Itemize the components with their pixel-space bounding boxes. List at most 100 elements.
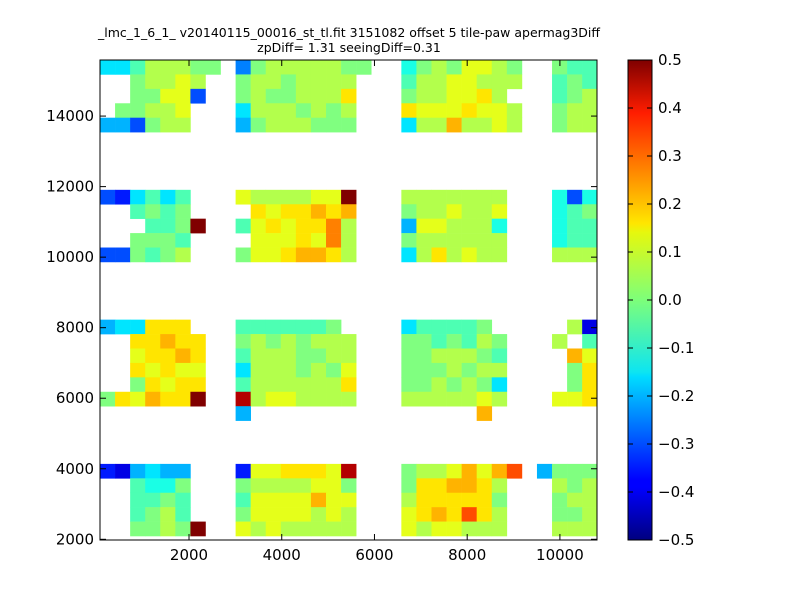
heatmap-cell [145,103,161,118]
heatmap-cell [326,334,342,349]
heatmap-cell [582,507,597,522]
heatmap-cell [552,60,568,75]
heatmap-cell [431,103,447,118]
heatmap-cell [280,74,297,90]
heatmap-cell [552,189,568,205]
heatmap-cell [265,492,282,508]
y-tick-label: 10000 [46,248,94,266]
heatmap-cell [461,334,477,349]
heatmap-cell [597,522,612,537]
heatmap-cell [295,521,312,537]
heatmap-cell [190,218,206,234]
heatmap-cell [506,60,523,75]
heatmap-cell [401,233,417,248]
heatmap-cell [416,478,432,494]
heatmap-cell [175,362,191,378]
heatmap-cell [100,463,116,479]
heatmap-cell [461,377,477,393]
heatmap-cell [295,507,312,522]
heatmap-cell [416,521,432,537]
heatmap-cell [401,334,417,349]
heatmap-cell [265,74,282,90]
heatmap-cell [431,117,447,133]
heatmap-cell [401,521,417,537]
heatmap-cell [582,478,597,494]
heatmap-cell [401,492,417,508]
heatmap-cell [506,117,523,133]
heatmap-cell [401,117,417,133]
heatmap-cell [401,319,417,335]
heatmap-cell [175,492,191,508]
heatmap-cell [295,189,312,205]
heatmap-cell [265,88,282,104]
heatmap-cell [326,362,342,378]
heatmap-cell [416,391,432,407]
heatmap-cell [446,218,462,234]
heatmap-cell [582,103,597,118]
heatmap-cell [130,492,146,508]
heatmap-cell [431,334,447,349]
heatmap-cell [552,204,568,219]
heatmap-cell [341,391,357,407]
heatmap-cell [250,492,267,508]
heatmap-cell [295,74,312,90]
heatmap-cell [416,103,432,118]
heatmap-cell [250,117,267,133]
heatmap-cell [476,362,493,378]
heatmap-cell [130,233,146,248]
heatmap-cell [491,463,508,479]
heatmap-cell [100,189,116,205]
heatmap-cell [597,233,612,248]
heatmap-cell [310,74,327,90]
heatmap-cell [326,117,342,133]
heatmap-cell [235,463,251,479]
heatmap-cell [401,507,417,522]
heatmap-cell [160,204,176,219]
heatmap-cell [461,247,477,263]
heatmap-cell [612,392,627,407]
heatmap-cell [401,204,417,219]
heatmap-cell [280,204,297,219]
heatmap-cell [461,319,477,335]
heatmap-cell [552,507,568,522]
heatmap-cell [280,334,297,349]
heatmap-cells [100,60,627,537]
heatmap-cell [280,247,297,263]
heatmap-cell [582,247,597,263]
heatmap-cell [326,247,342,263]
heatmap-cell [310,507,327,522]
heatmap-cell [582,521,597,537]
heatmap-cell [250,74,267,90]
heatmap-cell [160,507,176,522]
heatmap-cell [431,74,447,90]
heatmap-cell [597,464,612,479]
heatmap-cell [250,218,267,234]
heatmap-cell [461,117,477,133]
heatmap-cell [401,74,417,90]
heatmap-cell [552,521,568,537]
heatmap-cell [341,463,357,479]
heatmap-cell [160,189,176,205]
heatmap-cell [401,478,417,494]
heatmap-cell [145,334,161,349]
heatmap-cell [461,103,477,118]
heatmap-cell [431,60,447,75]
plot-frame [99,59,598,541]
heatmap-cell [491,391,508,407]
heatmap-cell [175,74,191,90]
heatmap-cell [341,233,357,248]
heatmap-cell [461,204,477,219]
heatmap-cell [431,478,447,494]
heatmap-cell [567,391,583,407]
heatmap-cell [280,348,297,364]
x-tick-label: 6000 [355,546,393,564]
heatmap-cell [431,507,447,522]
heatmap-cell [326,204,342,219]
heatmap-cell [416,319,432,335]
heatmap-cell [130,247,146,263]
heatmap-cell [160,362,176,378]
heatmap-cell [130,103,146,118]
heatmap-cell [567,189,583,205]
heatmap-cell [265,478,282,494]
